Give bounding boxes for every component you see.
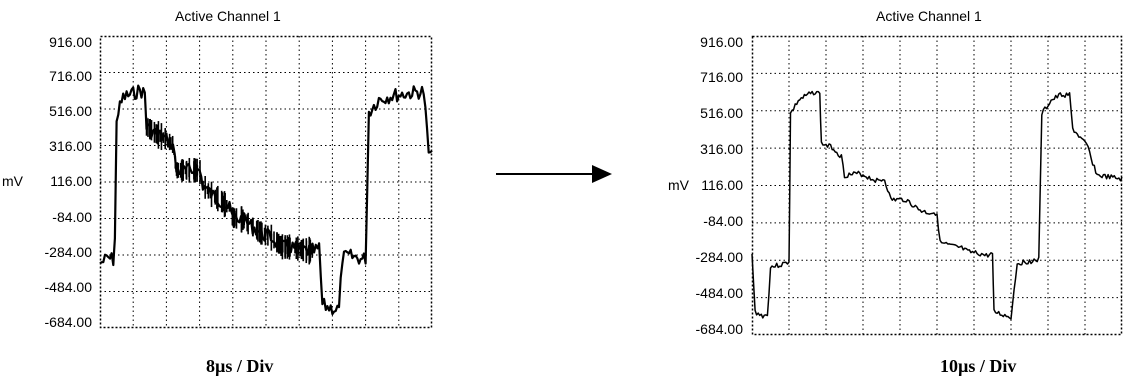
y-tick-label: -684.00 [0, 314, 92, 330]
y-tick-label: 716.00 [0, 68, 92, 84]
y-tick-label: 916.00 [650, 34, 743, 50]
chart-panel-left: Active Channel 1 916.00 716.00 516.00 31… [0, 0, 440, 383]
y-tick-label: -84.00 [0, 209, 92, 225]
y-tick-label: 916.00 [0, 34, 92, 50]
y-tick-label: 116.00 [685, 177, 743, 193]
y-tick-label: 316.00 [0, 138, 92, 154]
y-tick-label: -484.00 [0, 279, 92, 295]
y-tick-label: -484.00 [650, 285, 743, 301]
y-tick-label: 716.00 [650, 69, 743, 85]
y-tick-label: 516.00 [650, 105, 743, 121]
plot-area [752, 36, 1122, 335]
y-tick-label: -284.00 [0, 244, 92, 260]
y-tick-label: 516.00 [0, 103, 92, 119]
time-scale-caption: 8µs / Div [206, 356, 273, 377]
plot-area [100, 36, 432, 328]
y-tick-label: -284.00 [650, 249, 743, 265]
chart-title: Active Channel 1 [175, 8, 281, 24]
time-scale-caption: 10µs / Div [940, 356, 1016, 377]
chart-panel-right: Active Channel 1 916.00 716.00 516.00 31… [650, 0, 1129, 383]
arrow-icon [496, 164, 612, 184]
y-tick-label: -84.00 [650, 213, 743, 229]
chart-title: Active Channel 1 [876, 8, 982, 24]
y-tick-label: 116.00 [20, 173, 92, 189]
y-tick-label: 316.00 [650, 141, 743, 157]
y-tick-label: -684.00 [650, 321, 743, 337]
